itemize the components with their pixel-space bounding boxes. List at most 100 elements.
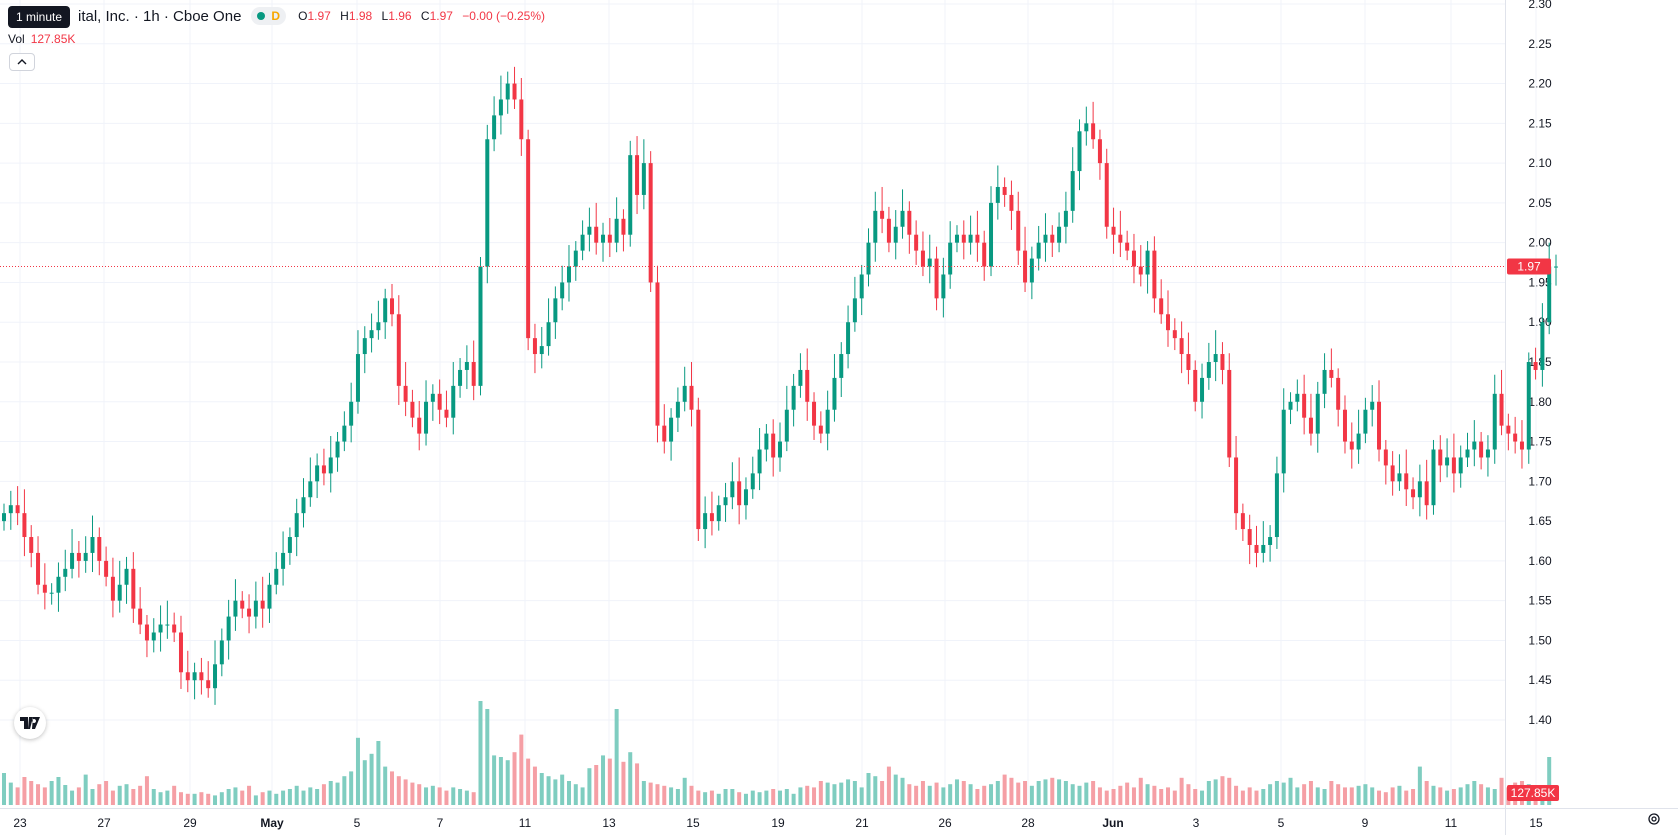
volume-bar (29, 781, 34, 805)
volume-bar (1274, 781, 1279, 805)
volume-bar (900, 777, 905, 805)
volume-bar (1472, 781, 1477, 805)
volume-bar (8, 782, 13, 805)
volume-bar (83, 774, 88, 805)
volume-bar (519, 734, 524, 805)
volume-bar (859, 787, 864, 805)
volume-bar (1111, 789, 1116, 805)
volume-bar (1417, 766, 1422, 805)
volume-bar (240, 790, 245, 805)
volume-bar (342, 776, 347, 805)
candle-body (1356, 433, 1361, 450)
volume-bar (49, 781, 54, 805)
candle-body (628, 155, 633, 235)
candle-body (321, 465, 326, 474)
tradingview-logo-icon[interactable] (14, 707, 46, 739)
volume-bar (274, 793, 279, 805)
candle-body (124, 568, 129, 585)
low-key: L (381, 9, 389, 23)
candle-body (172, 624, 177, 633)
symbol-title[interactable]: ital, Inc. · 1h · Cboe One (78, 7, 242, 25)
candle-body (886, 218, 891, 243)
candle-body (369, 330, 374, 339)
candle-body (260, 600, 265, 609)
candle-body (594, 226, 599, 243)
volume-bar (328, 781, 333, 805)
volume-bar (192, 793, 197, 805)
volume-bar (1349, 787, 1354, 805)
candle-body (635, 155, 640, 195)
volume-bar (451, 787, 456, 805)
candle-body (573, 250, 578, 267)
volume-bar (97, 784, 102, 805)
candle-body (110, 576, 115, 601)
candle-body (1506, 425, 1511, 434)
candle-body (240, 600, 245, 609)
candle-body (1206, 362, 1211, 378)
candle-body (56, 576, 61, 593)
candle-body (478, 266, 483, 386)
candle-body (614, 218, 619, 243)
volume-bar (362, 760, 367, 805)
candle-body (948, 242, 953, 275)
volume-bar (2, 773, 6, 805)
volume-bar (648, 782, 653, 805)
candle-body (696, 409, 701, 530)
candle-body (1145, 250, 1150, 275)
candle-body (675, 401, 680, 418)
volume-bar (716, 793, 721, 805)
candle-body (1458, 457, 1463, 474)
volume-bar (22, 777, 27, 805)
candle-body (97, 537, 102, 561)
volume-bar (893, 774, 898, 805)
volume-bar (873, 776, 878, 805)
candle-body (1554, 266, 1558, 268)
candle-body (417, 417, 422, 434)
volume-bar (294, 785, 299, 805)
volume-bar (403, 779, 408, 805)
candle-body (49, 592, 54, 594)
volume-bar (1288, 777, 1293, 805)
candle-body (451, 385, 456, 418)
volume-bar (213, 795, 218, 805)
candle-body (553, 298, 558, 323)
volume-bar (1166, 787, 1170, 805)
y-tick-label: 1.80 (1528, 395, 1552, 409)
volume-bar (757, 792, 762, 805)
collapse-legend-button[interactable] (9, 53, 35, 71)
volume-bar (417, 784, 422, 805)
candle-body (1451, 457, 1456, 474)
y-tick-label: 1.50 (1528, 633, 1552, 647)
candle-body (812, 401, 817, 426)
candle-body (1159, 298, 1164, 315)
volume-bar (464, 790, 469, 805)
volume-bar (778, 790, 782, 805)
candle-body (1295, 393, 1300, 402)
candle-body (464, 362, 469, 370)
volume-bar (601, 755, 606, 805)
volume-bar (1322, 789, 1327, 805)
volume-bar (743, 793, 748, 805)
market-status-pill[interactable]: D (251, 7, 287, 25)
candle-body (566, 266, 571, 283)
volume-bar (934, 782, 939, 805)
x-tick-label: 3 (1193, 816, 1200, 830)
volume-bar (580, 787, 585, 805)
candle-body (689, 385, 694, 410)
settings-gear-icon[interactable] (1646, 811, 1662, 827)
candle-body (294, 513, 299, 538)
open-value: 1.97 (307, 9, 331, 23)
volume-bar (669, 787, 674, 805)
candle-body (233, 600, 238, 617)
candle-body (1377, 401, 1382, 450)
candle-body (764, 433, 769, 450)
volume-bar (995, 781, 1000, 805)
candle-body (1023, 250, 1028, 283)
y-tick-label: 2.20 (1528, 77, 1552, 91)
volume-bar (144, 776, 149, 805)
candle-body (1254, 544, 1259, 553)
candle-body (1349, 441, 1354, 450)
volume-bar (281, 790, 286, 805)
candle-body (1193, 369, 1198, 402)
